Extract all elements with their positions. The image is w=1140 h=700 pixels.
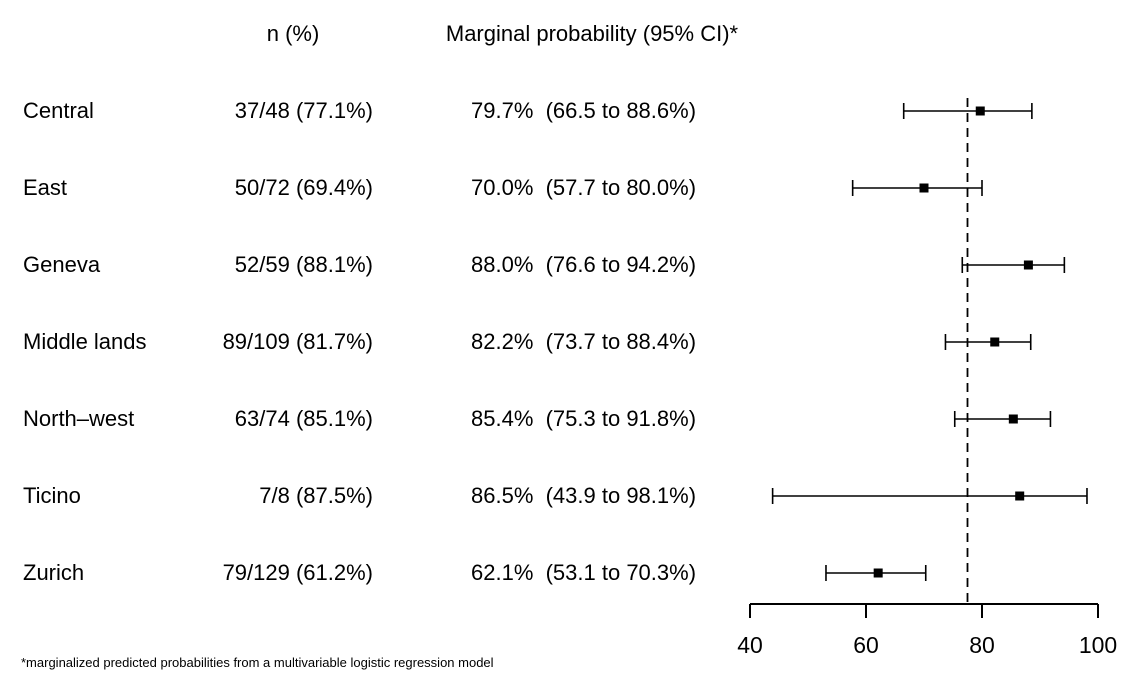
table-row: Zurich 79/129 (61.2%) 62.1% (53.1 to 70.3%… (0, 558, 760, 588)
column-header-marginal-probability: Marginal probability (95% CI)* (445, 21, 739, 46)
row-label: North–west (23, 406, 135, 431)
table-row: East 50/72 (69.4%) 70.0% (57.7 to 80.0%) (0, 173, 760, 203)
row-probability-ci: 86.5% (43.9 to 98.1%) (471, 483, 697, 508)
table-row: Ticino 7/8 (87.5%) 86.5% (43.9 to 98.1%) (0, 481, 760, 511)
row-label: Ticino (23, 483, 81, 508)
point-marker (990, 337, 1000, 347)
row-probability-ci: 82.2% (73.7 to 88.4%) (471, 329, 697, 354)
x-axis-tick-label: 40 (737, 632, 763, 658)
table-row: Central 37/48 (77.1%) 79.7% (66.5 to 88.6%… (0, 96, 760, 126)
row-probability-ci: 79.7% (66.5 to 88.6%) (471, 98, 697, 123)
x-axis-tick-label: 60 (853, 632, 879, 658)
row-label: East (23, 175, 68, 200)
point-marker (1008, 414, 1018, 424)
row-n-pct-value: 37/48 (77.1%) (234, 98, 373, 123)
row-n-pct-value: 7/8 (87.5%) (259, 483, 373, 508)
row-n-pct-value: 79/129 (61.2%) (222, 560, 373, 585)
point-marker (919, 183, 929, 193)
row-label: Geneva (23, 252, 101, 277)
row-probability-ci: 70.0% (57.7 to 80.0%) (471, 175, 697, 200)
row-n-pct-value: 50/72 (69.4%) (234, 175, 373, 200)
table-row: North–west 63/74 (85.1%) 85.4% (75.3 to 91… (0, 404, 760, 434)
row-n-pct-value: 63/74 (85.1%) (234, 406, 373, 431)
x-axis-tick-label: 100 (1079, 632, 1117, 658)
row-n-pct-value: 52/59 (88.1%) (234, 252, 373, 277)
x-axis-tick-label: 80 (969, 632, 995, 658)
point-marker (975, 106, 985, 116)
point-marker (1015, 491, 1025, 501)
row-label: Middle lands (23, 329, 147, 354)
point-marker (1023, 260, 1033, 270)
point-marker (873, 568, 883, 578)
row-probability-ci: 85.4% (75.3 to 91.8%) (471, 406, 697, 431)
table-row: Geneva 52/59 (88.1%) 88.0% (76.6 to 94.2%) (0, 250, 760, 280)
row-probability-ci: 88.0% (76.6 to 94.2%) (471, 252, 697, 277)
row-label: Zurich (23, 560, 85, 585)
row-label: Central (23, 98, 94, 123)
row-n-pct-value: 89/109 (81.7%) (222, 329, 373, 354)
table-row: Middle lands 89/109 (81.7%) 82.2% (73.7 to… (0, 327, 760, 357)
footnote: *marginalized predicted probabilities fr… (21, 655, 494, 670)
column-header-n-pct: n (%) (266, 21, 320, 46)
row-probability-ci: 62.1% (53.1 to 70.3%) (471, 560, 697, 585)
